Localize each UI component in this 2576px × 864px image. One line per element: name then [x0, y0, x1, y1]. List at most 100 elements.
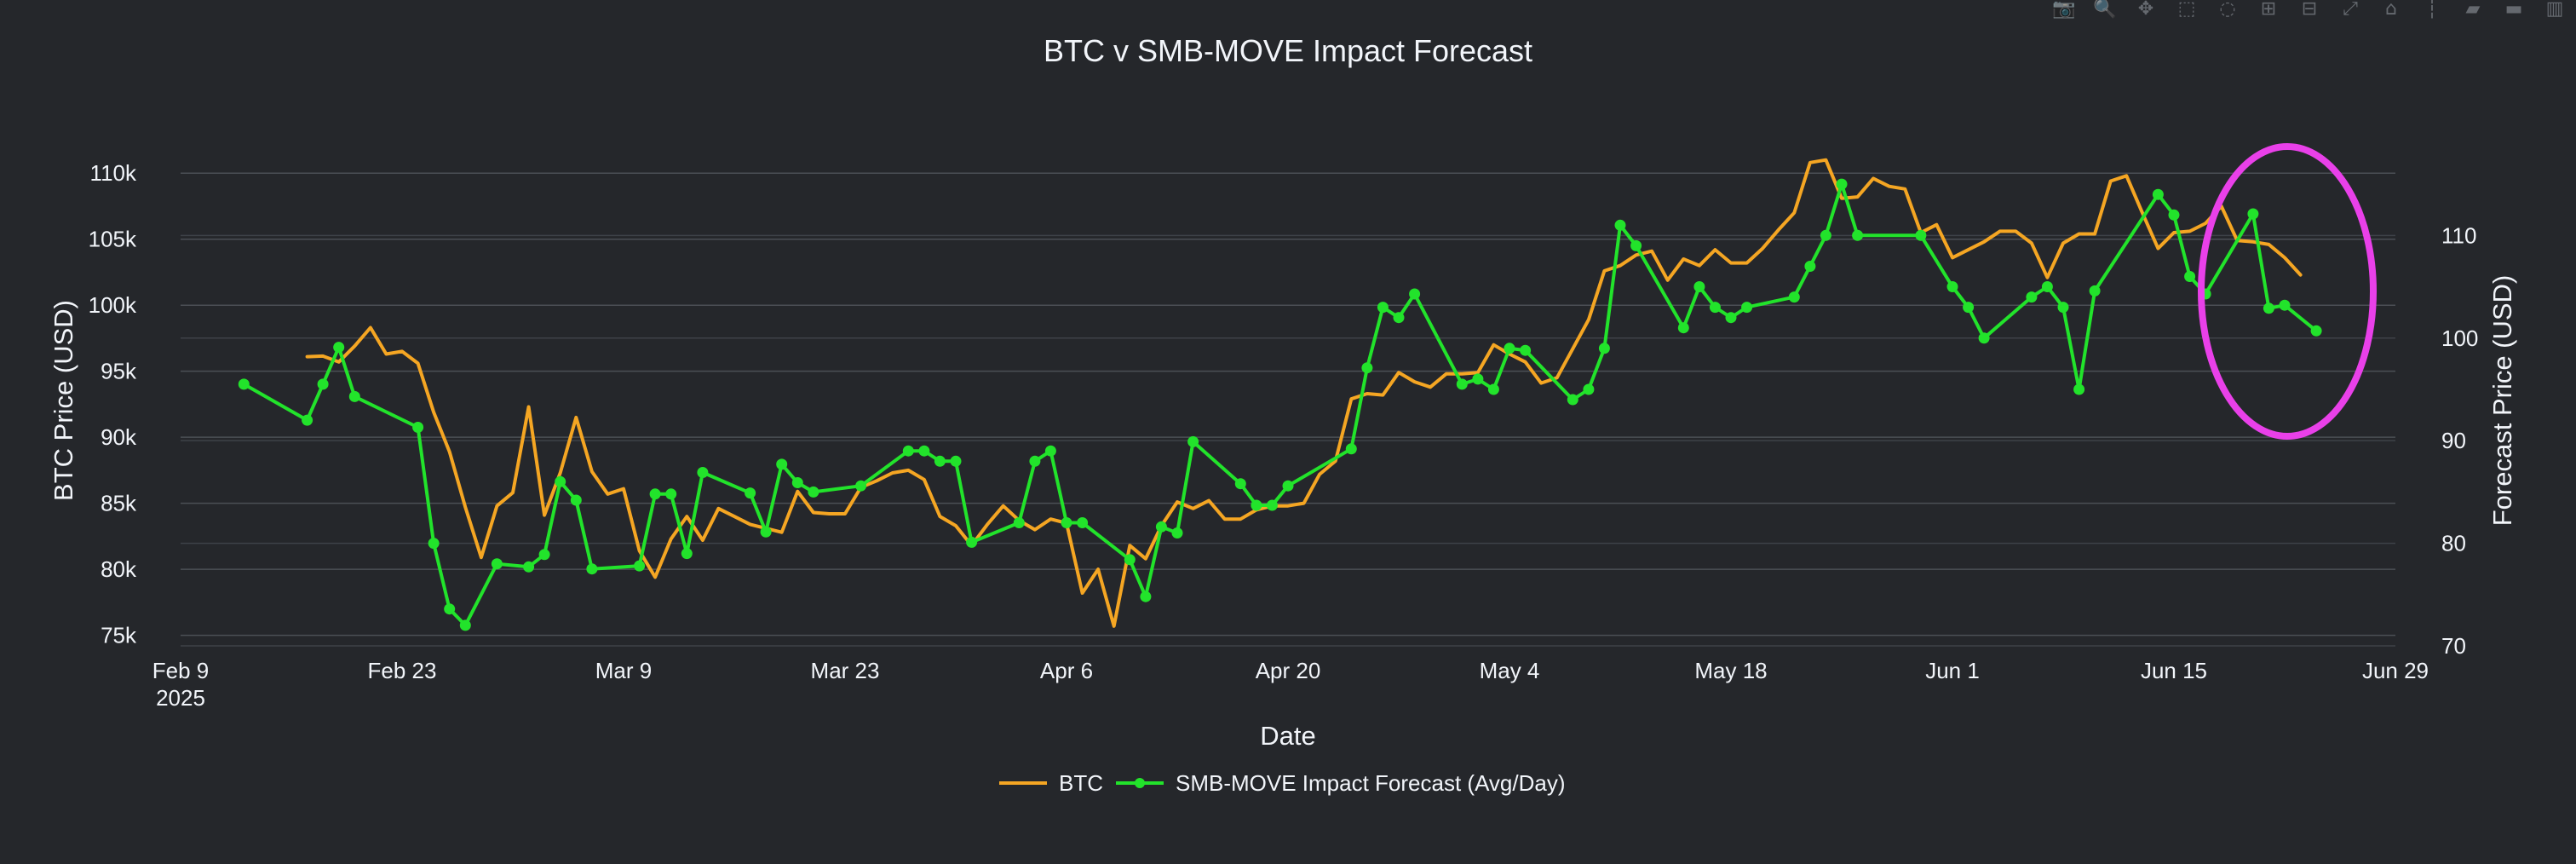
forecast-point: [934, 455, 946, 467]
legend-item-btc[interactable]: BTC: [999, 770, 1103, 796]
forecast-point: [966, 536, 978, 548]
legend-label-forecast: SMB-MOVE Impact Forecast (Avg/Day): [1176, 770, 1566, 796]
modebar: 📷 🔍 ✥ ⬚ ◌ ⊞ ⊟ ⤢ ⌂ ┆ ▰ ▬ ▥: [2046, 0, 2573, 22]
forecast-point: [950, 455, 962, 467]
forecast-point: [1709, 302, 1721, 314]
pan-icon[interactable]: ✥: [2137, 0, 2154, 19]
y-left-tick-label: 75k: [101, 623, 137, 648]
zoom-icon[interactable]: 🔍: [2093, 0, 2117, 19]
series-line-btc: [305, 158, 2303, 628]
forecast-point: [2279, 299, 2291, 311]
plotly-logo-icon[interactable]: ▥: [2545, 0, 2564, 19]
chart-title: BTC v SMB-MOVE Impact Forecast: [1044, 33, 1532, 68]
forecast-point: [238, 378, 250, 390]
forecast-point: [2073, 383, 2085, 395]
y-right-tick-label: 100: [2441, 325, 2478, 351]
y-axis-right-ticks: 70 80 90 100 110: [2441, 222, 2478, 659]
forecast-point: [665, 488, 677, 500]
legend-item-forecast[interactable]: SMB-MOVE Impact Forecast (Avg/Day): [1116, 770, 1566, 796]
forecast-point: [649, 488, 661, 500]
forecast-point: [634, 560, 646, 572]
forecast-point: [2057, 302, 2069, 314]
home-icon[interactable]: ⌂: [2385, 0, 2397, 19]
forecast-point: [348, 390, 360, 402]
forecast-point: [2184, 271, 2196, 282]
x-tick-label: Apr 6: [1040, 658, 1093, 683]
spike-lines-icon[interactable]: ┆: [2426, 0, 2438, 19]
forecast-point: [1820, 229, 1831, 241]
zoom-out-icon[interactable]: ⊟: [2301, 0, 2318, 19]
x-tick-sublabel: 2025: [156, 685, 205, 711]
y-axis-right-title: Forecast Price (USD): [2487, 275, 2517, 527]
y-axis-left-ticks: 75k 80k 85k 90k 95k 100k 105k 110k: [89, 160, 137, 648]
forecast-point: [1251, 499, 1262, 511]
forecast-point: [2152, 188, 2164, 200]
forecast-point: [1377, 302, 1389, 314]
y-left-tick-label: 110k: [90, 160, 137, 186]
forecast-point: [1677, 322, 1689, 334]
box-select-icon[interactable]: ⬚: [2177, 0, 2196, 19]
forecast-point: [1140, 590, 1152, 602]
forecast-point: [1567, 394, 1578, 406]
x-tick-label: Mar 9: [595, 658, 652, 683]
forecast-point: [1804, 261, 1816, 272]
plot-area[interactable]: [238, 158, 2322, 631]
forecast-point: [2247, 208, 2259, 220]
x-tick-label: Mar 23: [811, 658, 880, 683]
forecast-point: [1472, 373, 1484, 385]
forecast-point: [1409, 288, 1421, 300]
y-left-tick-label: 105k: [89, 227, 137, 252]
y-right-tick-label: 110: [2441, 222, 2476, 248]
legend-label-btc: BTC: [1059, 770, 1103, 796]
forecast-point: [1598, 343, 1610, 354]
forecast-point: [902, 445, 914, 457]
forecast-point: [2089, 285, 2101, 297]
forecast-point: [1266, 499, 1278, 511]
forecast-point: [2041, 281, 2053, 292]
y-axis-left-title: BTC Price (USD): [49, 300, 78, 501]
y-left-tick-label: 95k: [101, 359, 137, 384]
y-left-tick-label: 85k: [101, 491, 137, 516]
forecast-point: [1345, 443, 1357, 455]
x-axis-title: Date: [1260, 721, 1315, 751]
forecast-point: [1630, 239, 1642, 251]
forecast-point: [1915, 229, 1927, 241]
forecast-point: [1234, 478, 1246, 490]
hover-compare-icon[interactable]: ▬: [2504, 0, 2523, 19]
forecast-point: [1614, 219, 1626, 231]
forecast-point: [1171, 527, 1183, 539]
legend-marker-forecast: [1135, 778, 1145, 788]
forecast-point: [697, 467, 709, 478]
forecast-point: [855, 480, 867, 492]
forecast-point: [412, 422, 424, 433]
zoom-in-icon[interactable]: ⊞: [2260, 0, 2277, 19]
forecast-point: [681, 548, 693, 560]
y-right-tick-label: 70: [2441, 633, 2466, 659]
hover-closest-icon[interactable]: ▰: [2465, 0, 2481, 19]
x-tick-label: Jun 29: [2362, 658, 2429, 683]
forecast-point: [791, 477, 803, 488]
y-left-tick-label: 80k: [101, 556, 137, 582]
forecast-point: [586, 563, 598, 575]
series-line-forecast: [242, 182, 2319, 627]
legend[interactable]: BTC SMB-MOVE Impact Forecast (Avg/Day): [999, 770, 1566, 796]
forecast-point: [1978, 332, 1990, 344]
camera-icon[interactable]: 📷: [2052, 0, 2076, 19]
forecast-point: [745, 487, 756, 499]
lasso-select-icon[interactable]: ◌: [2219, 0, 2236, 19]
x-tick-label: May 4: [1480, 658, 1540, 683]
y-left-tick-label: 100k: [89, 292, 137, 318]
forecast-point: [1361, 362, 1373, 374]
forecast-point: [1583, 383, 1595, 395]
forecast-point: [1836, 178, 1848, 190]
y-right-tick-label: 90: [2441, 428, 2466, 453]
forecast-point: [1044, 445, 1056, 457]
forecast-point: [2168, 209, 2180, 221]
autoscale-icon[interactable]: ⤢: [2343, 0, 2358, 19]
forecast-point: [1946, 281, 1958, 292]
highlight-ellipse: [2198, 143, 2377, 440]
forecast-point: [776, 458, 788, 470]
forecast-point: [1725, 312, 1737, 324]
